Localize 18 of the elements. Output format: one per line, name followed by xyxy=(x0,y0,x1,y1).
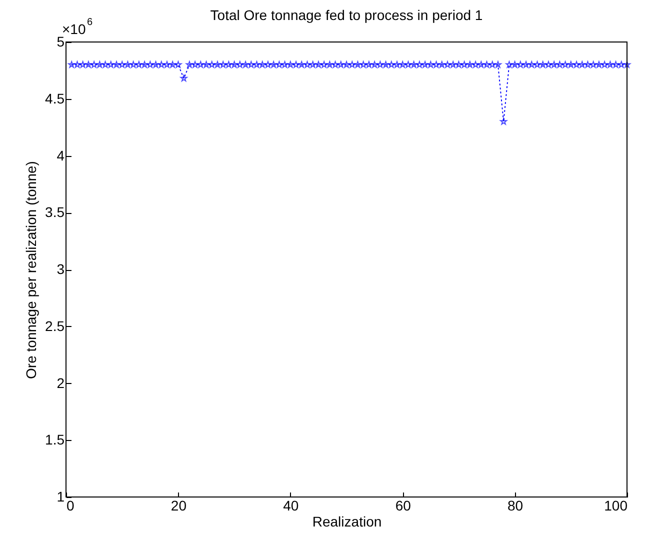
x-tick-label: 40 xyxy=(283,498,299,514)
y-tick-label: 4 xyxy=(56,147,65,164)
x-tick-label: 20 xyxy=(170,498,187,514)
y-axis-title: Ore tonnage per realization (tonne) xyxy=(23,161,40,379)
y-tick-label: 5 xyxy=(56,34,65,50)
chart-title: Total Ore tonnage fed to process in period 1 xyxy=(210,7,483,23)
y-tick-label: 3.5 xyxy=(45,204,65,220)
y-tick-label: 1.5 xyxy=(45,432,65,448)
x-axis-title: Realization xyxy=(312,514,382,530)
x-tick-label: 0 xyxy=(66,498,74,514)
x-tick-label: 80 xyxy=(508,498,524,514)
y-tick-label: 4.5 xyxy=(45,90,65,106)
y-tick-label: 1 xyxy=(56,488,65,504)
x-tick-label: 100 xyxy=(604,498,628,514)
y-tick-label: 3 xyxy=(56,261,65,277)
y-tick-label: 2.5 xyxy=(45,318,65,334)
y-tick-label: 2 xyxy=(56,374,65,391)
x-tick-label: 60 xyxy=(395,498,412,514)
